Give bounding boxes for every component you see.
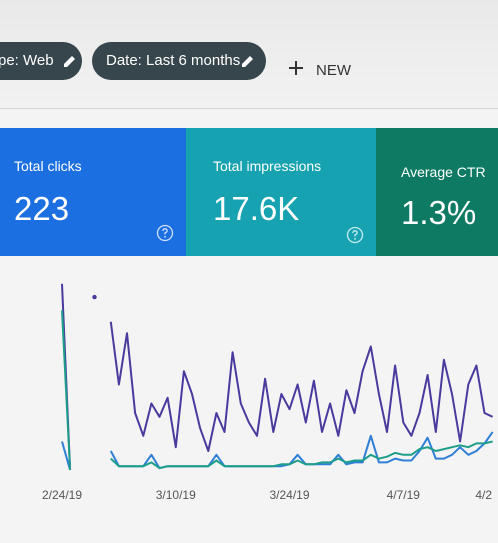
chip-label: Date: Last 6 months	[106, 52, 241, 69]
x-tick-label: 3/24/19	[269, 488, 309, 502]
metric-value: 1.3%	[401, 194, 477, 231]
metric-value: 223	[14, 190, 70, 227]
metric-label: Total impressions	[213, 158, 322, 174]
edit-icon	[242, 56, 253, 67]
metric-card[interactable]: Total clicks 223	[0, 128, 186, 256]
series-line	[61, 310, 493, 471]
x-tick-label: 4/7/19	[387, 488, 421, 502]
new-button[interactable]: NEW	[286, 58, 351, 82]
filter-chip[interactable]: Date: Last 6 months	[92, 42, 266, 80]
performance-chart: 2/24/19 3/10/19 3/24/19 4/7/19 4/2	[42, 283, 494, 502]
x-tick-label: 2/24/19	[42, 488, 82, 502]
help-icon[interactable]	[346, 226, 364, 244]
metric-label: Total clicks	[14, 158, 82, 174]
x-tick-label: 4/2	[475, 488, 492, 502]
metric-card[interactable]: Total impressions 17.6K	[186, 128, 376, 256]
metric-card[interactable]: Average CTR 1.3%	[376, 128, 498, 256]
x-tick-label: 3/10/19	[156, 488, 196, 502]
filter-chip[interactable]: pe: Web	[0, 42, 82, 80]
series-point	[92, 294, 97, 300]
series-line	[61, 283, 494, 471]
toolbar: pe: Web Date: Last 6 months NEW	[0, 0, 498, 109]
chip-label: pe: Web	[0, 52, 54, 69]
new-label: NEW	[316, 62, 351, 79]
help-icon[interactable]	[156, 224, 174, 242]
metric-label: Average CTR	[401, 164, 486, 180]
metric-value: 17.6K	[213, 190, 300, 227]
edit-icon	[64, 56, 75, 67]
plus-icon	[289, 61, 303, 75]
